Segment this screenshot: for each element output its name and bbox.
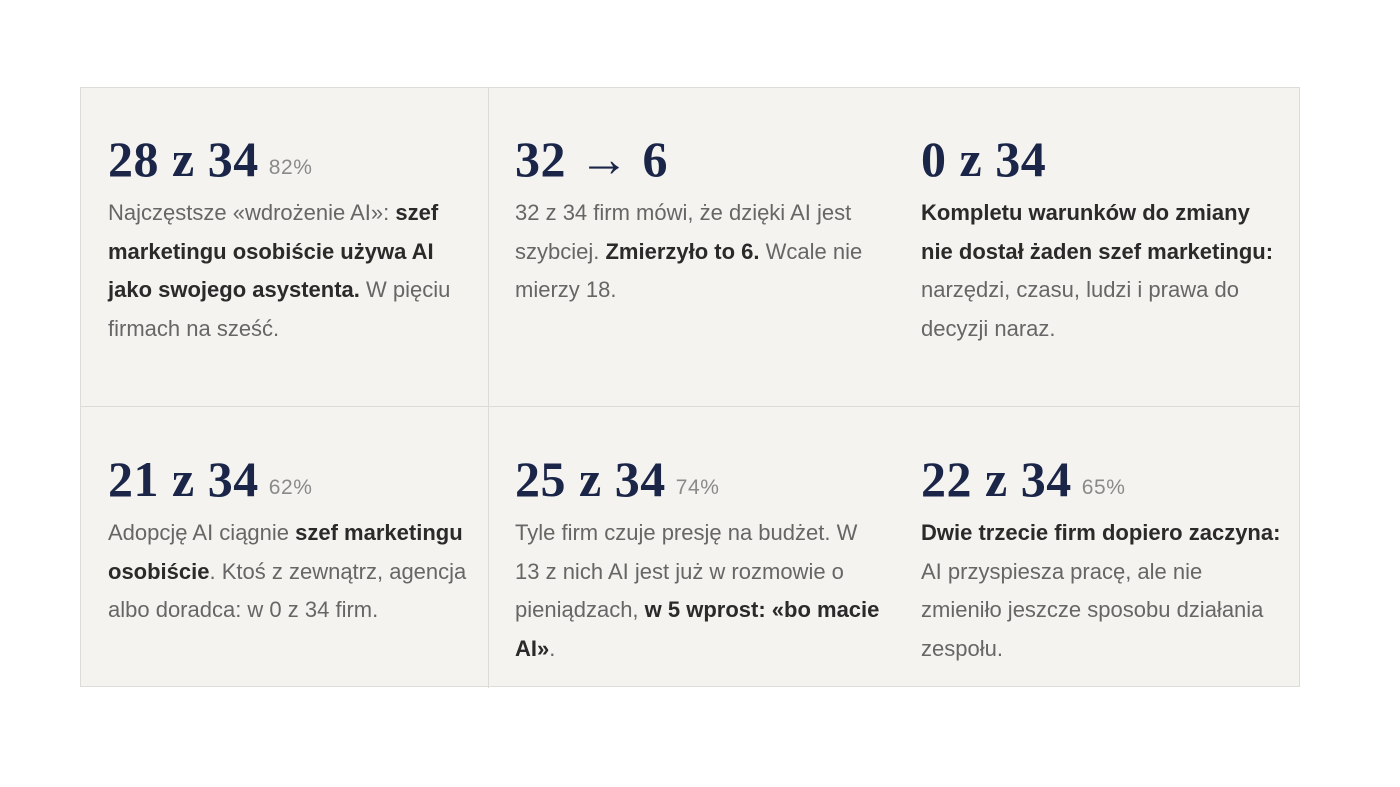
stat-card-1: 28 z 34 82% Najczęstsze «wdrożenie AI»: … bbox=[108, 122, 473, 348]
description-text: W pięciu firmach na sześć. bbox=[108, 277, 451, 341]
stat-header: 21 z 34 62% bbox=[108, 442, 473, 504]
stat-description: Najczęstsze «wdrożenie AI»: szef marketi… bbox=[108, 194, 473, 348]
stat-percent: 65% bbox=[1081, 476, 1126, 499]
description-emphasis: Dwie trzecie firm dopiero zaczyna: bbox=[921, 520, 1281, 545]
stat-description: Adopcję AI ciągnie szef marketingu osobi… bbox=[108, 514, 473, 630]
description-text: Adopcję AI ciągnie bbox=[108, 520, 296, 545]
stat-description: Dwie trzecie firm dopiero zaczyna: AI pr… bbox=[921, 514, 1286, 668]
divider-vertical-top bbox=[488, 88, 489, 406]
stat-value: 0 z 34 bbox=[921, 131, 1047, 187]
description-text: narzędzi, czasu, ludzi i prawa do decyzj… bbox=[921, 277, 1239, 341]
description-emphasis: Kompletu warunków do zmiany nie dostał ż… bbox=[921, 200, 1274, 264]
stat-value: 21 z 34 bbox=[108, 451, 259, 507]
stat-header: 28 z 34 82% bbox=[108, 122, 473, 184]
stat-value: 28 z 34 bbox=[108, 131, 259, 187]
stat-percent: 82% bbox=[268, 156, 313, 179]
description-text: Tyle firm czuje presję na budżet. W 13 z… bbox=[515, 520, 858, 622]
stat-header: 22 z 34 65% bbox=[921, 442, 1286, 504]
stat-value: 25 z 34 bbox=[515, 451, 666, 507]
stat-description: Kompletu warunków do zmiany nie dostał ż… bbox=[921, 194, 1286, 348]
divider-vertical-bottom bbox=[488, 407, 489, 688]
stat-card-2: 32 → 6 32 z 34 firm mówi, że dzięki AI j… bbox=[515, 122, 880, 310]
stat-percent: 62% bbox=[268, 476, 313, 499]
stat-description: 32 z 34 firm mówi, że dzięki AI jest szy… bbox=[515, 194, 880, 310]
stat-header: 25 z 34 74% bbox=[515, 442, 880, 504]
stat-value: 22 z 34 bbox=[921, 451, 1072, 507]
description-emphasis: szef marketingu osobiście bbox=[108, 520, 463, 584]
stat-card-4: 21 z 34 62% Adopcję AI ciągnie szef mark… bbox=[108, 442, 473, 630]
description-text: Wcale nie mierzy 18. bbox=[515, 238, 863, 303]
stat-card-5: 25 z 34 74% Tyle firm czuje presję na bu… bbox=[515, 442, 880, 668]
divider-horizontal bbox=[81, 406, 1299, 407]
stat-header: 0 z 34 bbox=[921, 122, 1286, 184]
stat-value: 32 → 6 bbox=[515, 131, 668, 187]
stat-card-6: 22 z 34 65% Dwie trzecie firm dopiero za… bbox=[921, 442, 1286, 668]
stat-card-3: 0 z 34 Kompletu warunków do zmiany nie d… bbox=[921, 122, 1286, 348]
stat-header: 32 → 6 bbox=[515, 122, 880, 184]
description-text: 32 z 34 firm mówi, że dzięki AI jest szy… bbox=[515, 200, 852, 264]
description-emphasis: Zmierzyło to 6. bbox=[605, 238, 760, 264]
stat-percent: 74% bbox=[675, 476, 720, 499]
description-text: AI przyspiesza pracę, ale nie zmieniło j… bbox=[921, 558, 1264, 661]
description-emphasis: szef marketingu osobiście używa AI jako … bbox=[108, 200, 439, 302]
description-text: . Ktoś z zewnątrz, agencja albo doradca:… bbox=[108, 558, 467, 623]
description-emphasis: w 5 wprost: «bo macie AI» bbox=[515, 597, 880, 661]
stat-description: Tyle firm czuje presję na budżet. W 13 z… bbox=[515, 514, 880, 668]
stats-grid: 28 z 34 82% Najczęstsze «wdrożenie AI»: … bbox=[80, 87, 1300, 688]
description-text: Najczęstsze «wdrożenie AI»: bbox=[108, 200, 396, 225]
description-text: . bbox=[549, 635, 556, 661]
